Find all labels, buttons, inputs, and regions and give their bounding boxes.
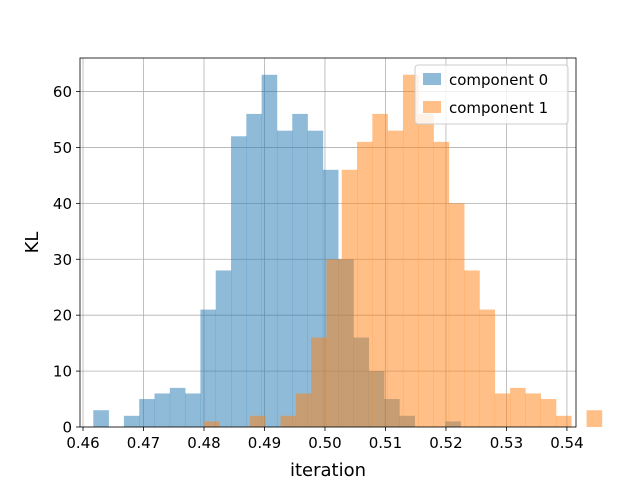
y-tick-label: 10 xyxy=(53,363,72,381)
bar-component-0 xyxy=(154,393,171,427)
bar-component-1 xyxy=(433,141,450,427)
y-axis-label: KL xyxy=(22,232,43,254)
bar-component-0 xyxy=(292,113,308,427)
bar-component-1 xyxy=(402,74,419,427)
bar-component-1 xyxy=(387,130,404,427)
y-tick-label: 20 xyxy=(53,307,72,325)
x-tick-label: 0.50 xyxy=(308,434,341,452)
y-tick-label: 60 xyxy=(53,83,72,101)
bar-component-1 xyxy=(494,393,511,427)
legend-swatch xyxy=(423,73,441,85)
x-tick-label: 0.54 xyxy=(550,434,583,452)
bar-component-1 xyxy=(418,113,434,427)
x-tick-label: 0.51 xyxy=(369,434,402,452)
bar-component-1 xyxy=(249,415,266,427)
bar-component-0 xyxy=(261,74,278,427)
x-tick-label: 0.48 xyxy=(187,434,220,452)
x-axis-label: iteration xyxy=(290,460,366,480)
bar-component-1 xyxy=(464,270,480,427)
bar-component-1 xyxy=(448,203,465,427)
bar-component-1 xyxy=(525,393,541,427)
bar-component-1 xyxy=(510,387,526,427)
bar-component-1 xyxy=(326,259,343,427)
y-tick-label: 30 xyxy=(53,251,72,269)
bar-component-0 xyxy=(123,415,140,427)
plot-frame xyxy=(79,57,577,428)
y-tick-label: 40 xyxy=(53,195,72,213)
bar-component-1 xyxy=(479,309,496,427)
bar-component-1 xyxy=(357,141,373,427)
bar-component-1 xyxy=(555,415,572,427)
bar-component-1 xyxy=(372,113,388,427)
bar-component-0 xyxy=(169,387,186,427)
bar-component-1 xyxy=(586,410,603,427)
bar-component-0 xyxy=(139,399,155,427)
bar-component-0 xyxy=(231,136,247,428)
x-tick-label: 0.52 xyxy=(429,434,462,452)
bar-component-1 xyxy=(540,399,557,427)
x-tick-label: 0.49 xyxy=(248,434,281,452)
histogram-bars xyxy=(93,74,603,428)
bar-component-1 xyxy=(311,337,327,427)
bar-component-1 xyxy=(295,393,312,427)
legend-box xyxy=(414,64,569,125)
x-tick-label: 0.53 xyxy=(490,434,523,452)
bar-component-0 xyxy=(276,130,293,427)
bar-component-1 xyxy=(204,421,220,427)
y-tick-label: 50 xyxy=(53,139,72,157)
x-tick-label: 0.47 xyxy=(127,434,160,452)
bar-component-0 xyxy=(93,410,109,427)
legend-label: component 1 xyxy=(449,99,548,117)
axis-ticks: 0.46 0.47 0.48 0.49 0.50 0.51 0.52 0.53 0.54 0 10 2… xyxy=(53,83,584,452)
legend: component 0 component 1 xyxy=(414,64,569,125)
bar-component-1 xyxy=(341,169,358,427)
bar-component-1 xyxy=(280,415,297,427)
bar-component-0 xyxy=(185,393,201,427)
legend-swatch xyxy=(423,101,441,113)
y-tick-label: 0 xyxy=(62,419,72,437)
bar-component-0 xyxy=(215,270,232,427)
bar-component-0 xyxy=(246,113,262,427)
legend-label: component 0 xyxy=(449,71,548,89)
bar-component-0 xyxy=(200,309,217,427)
x-tick-label: 0.46 xyxy=(66,434,99,452)
